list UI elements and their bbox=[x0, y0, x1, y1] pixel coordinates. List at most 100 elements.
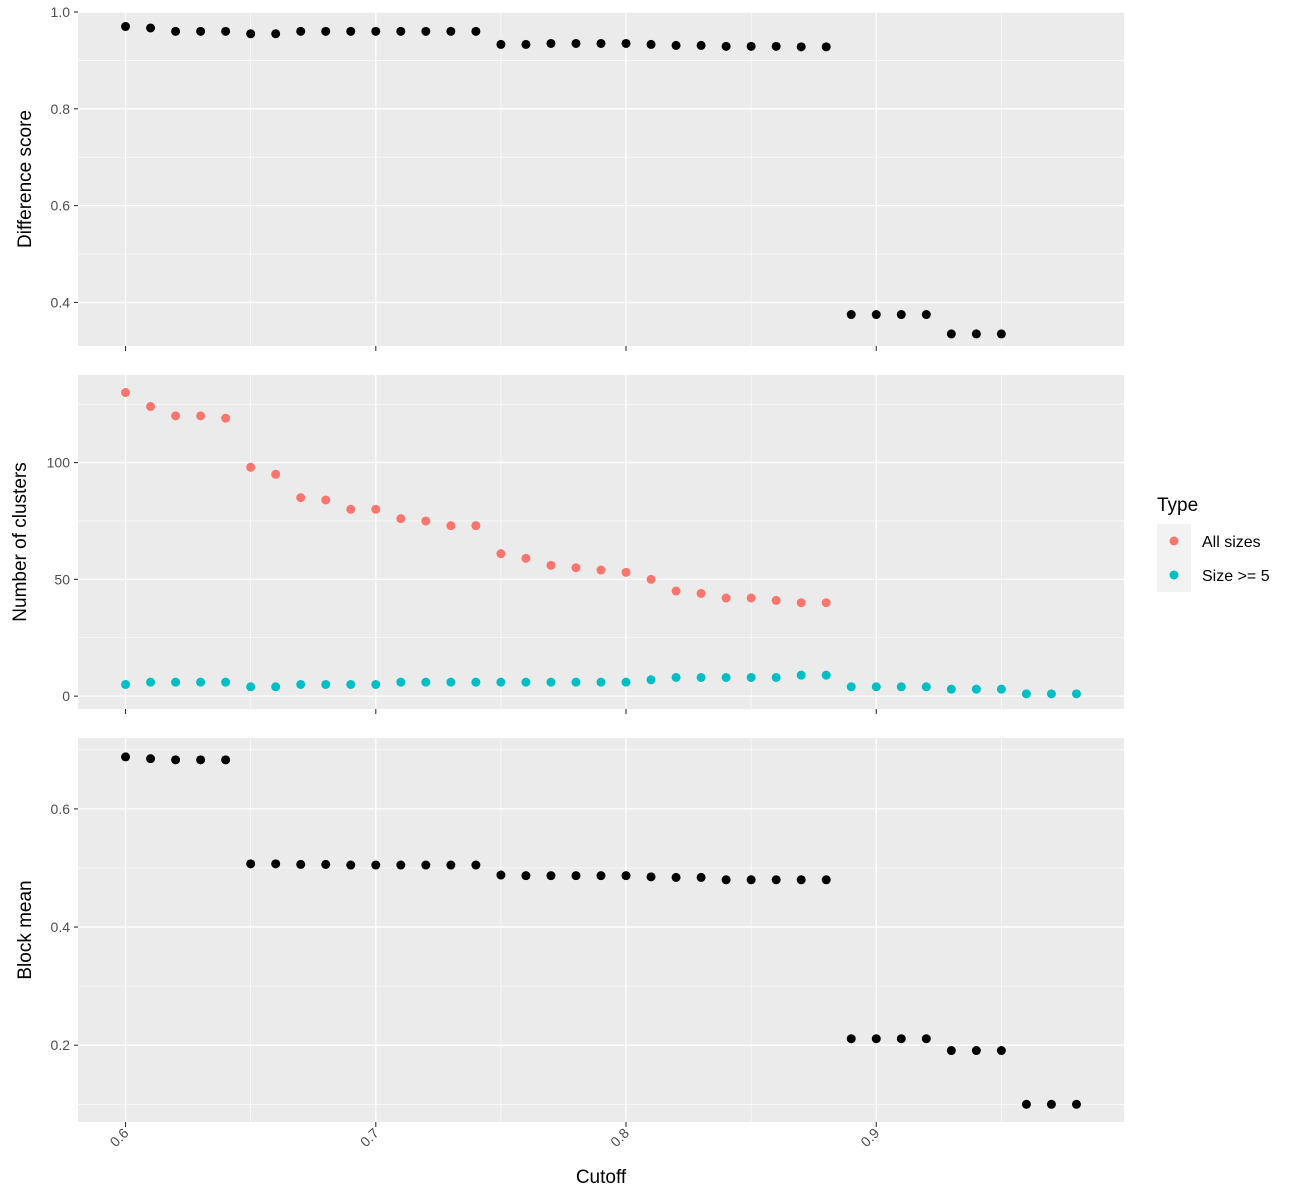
data-point bbox=[296, 493, 306, 503]
x-tick-label: 0.6 bbox=[107, 1125, 132, 1150]
data-point bbox=[371, 504, 381, 514]
data-point bbox=[221, 413, 231, 423]
data-point bbox=[421, 860, 431, 870]
data-point bbox=[946, 329, 956, 339]
data-point bbox=[746, 41, 756, 51]
y-tick-label: 0.4 bbox=[51, 919, 71, 935]
data-point bbox=[796, 42, 806, 52]
data-point bbox=[196, 411, 206, 421]
data-point bbox=[996, 1046, 1006, 1056]
panel-difference-score: 0.4 0.6 0.8 1.0 Difference score bbox=[15, 4, 1124, 351]
data-point bbox=[771, 595, 781, 605]
data-point bbox=[946, 684, 956, 694]
data-point bbox=[796, 670, 806, 680]
data-point bbox=[721, 593, 731, 603]
data-point bbox=[671, 586, 681, 596]
x-axis-tick-labels: 0.6 0.7 0.8 0.9 bbox=[107, 1125, 883, 1150]
data-point bbox=[571, 871, 581, 881]
data-point bbox=[121, 22, 131, 32]
data-point bbox=[296, 26, 306, 36]
data-point bbox=[646, 675, 656, 685]
data-point bbox=[696, 40, 706, 50]
data-point bbox=[271, 469, 281, 479]
data-point bbox=[171, 26, 181, 36]
panel-background bbox=[78, 12, 1124, 346]
panel-grid bbox=[78, 11, 1124, 346]
data-point bbox=[346, 504, 356, 514]
data-point bbox=[146, 23, 156, 33]
x-axis-ticks bbox=[124, 346, 877, 351]
data-point bbox=[121, 679, 131, 689]
x-axis-title: Cutoff bbox=[576, 1167, 627, 1188]
x-tick-label: 0.7 bbox=[357, 1125, 382, 1150]
y-axis-ticks: 0.2 0.4 0.6 bbox=[51, 801, 78, 1053]
data-point bbox=[146, 402, 156, 412]
data-point bbox=[446, 26, 456, 36]
data-point bbox=[921, 682, 931, 692]
data-point bbox=[371, 26, 381, 36]
data-point bbox=[496, 39, 506, 49]
data-point bbox=[821, 875, 831, 885]
data-point bbox=[621, 677, 631, 687]
y-tick-label: 0.8 bbox=[51, 101, 71, 117]
panel-grid bbox=[78, 375, 1124, 709]
data-point bbox=[171, 411, 181, 421]
data-point bbox=[896, 310, 906, 320]
data-point bbox=[796, 875, 806, 885]
data-point bbox=[221, 677, 231, 687]
data-point bbox=[671, 40, 681, 50]
data-point bbox=[996, 684, 1006, 694]
data-point bbox=[471, 860, 481, 870]
data-point bbox=[696, 672, 706, 682]
y-tick-label: 0 bbox=[62, 688, 70, 704]
data-point bbox=[596, 871, 606, 881]
data-point bbox=[871, 310, 881, 320]
data-point bbox=[421, 26, 431, 36]
y-tick-label: 0.6 bbox=[51, 801, 71, 817]
data-point bbox=[821, 42, 831, 52]
data-point bbox=[721, 672, 731, 682]
data-point bbox=[471, 521, 481, 531]
y-axis-title: Number of clusters bbox=[10, 462, 31, 621]
data-point bbox=[171, 755, 181, 765]
data-point bbox=[646, 872, 656, 882]
data-point bbox=[496, 870, 506, 880]
data-point bbox=[521, 677, 531, 687]
data-point bbox=[321, 859, 331, 869]
data-point bbox=[621, 38, 631, 48]
data-point bbox=[446, 521, 456, 531]
panel-points bbox=[121, 388, 1081, 699]
data-point bbox=[621, 567, 631, 577]
legend-key-size-5 bbox=[1169, 570, 1179, 580]
y-axis-ticks: 0.4 0.6 0.8 1.0 bbox=[51, 4, 78, 310]
data-point bbox=[271, 29, 281, 39]
data-point bbox=[471, 26, 481, 36]
data-point bbox=[496, 677, 506, 687]
data-point bbox=[571, 677, 581, 687]
data-point bbox=[896, 682, 906, 692]
data-point bbox=[521, 39, 531, 49]
data-point bbox=[571, 563, 581, 573]
data-point bbox=[771, 875, 781, 885]
y-axis-title: Block mean bbox=[15, 880, 36, 979]
legend-label-size-5: Size >= 5 bbox=[1202, 568, 1270, 585]
y-axis-ticks: 0 50 100 bbox=[47, 455, 78, 704]
data-point bbox=[646, 574, 656, 584]
panel-background bbox=[78, 738, 1124, 1122]
data-point bbox=[646, 39, 656, 49]
data-point bbox=[746, 875, 756, 885]
data-point bbox=[346, 679, 356, 689]
data-point bbox=[1071, 1099, 1081, 1109]
data-point bbox=[846, 682, 856, 692]
data-point bbox=[746, 672, 756, 682]
data-point bbox=[696, 588, 706, 598]
x-tick-label: 0.8 bbox=[607, 1125, 632, 1150]
data-point bbox=[246, 29, 256, 39]
data-point bbox=[546, 560, 556, 570]
y-tick-label: 0.4 bbox=[51, 294, 71, 310]
data-point bbox=[921, 1034, 931, 1044]
panel-background bbox=[78, 375, 1124, 709]
data-point bbox=[1071, 689, 1081, 699]
data-point bbox=[371, 860, 381, 870]
data-point bbox=[771, 41, 781, 51]
